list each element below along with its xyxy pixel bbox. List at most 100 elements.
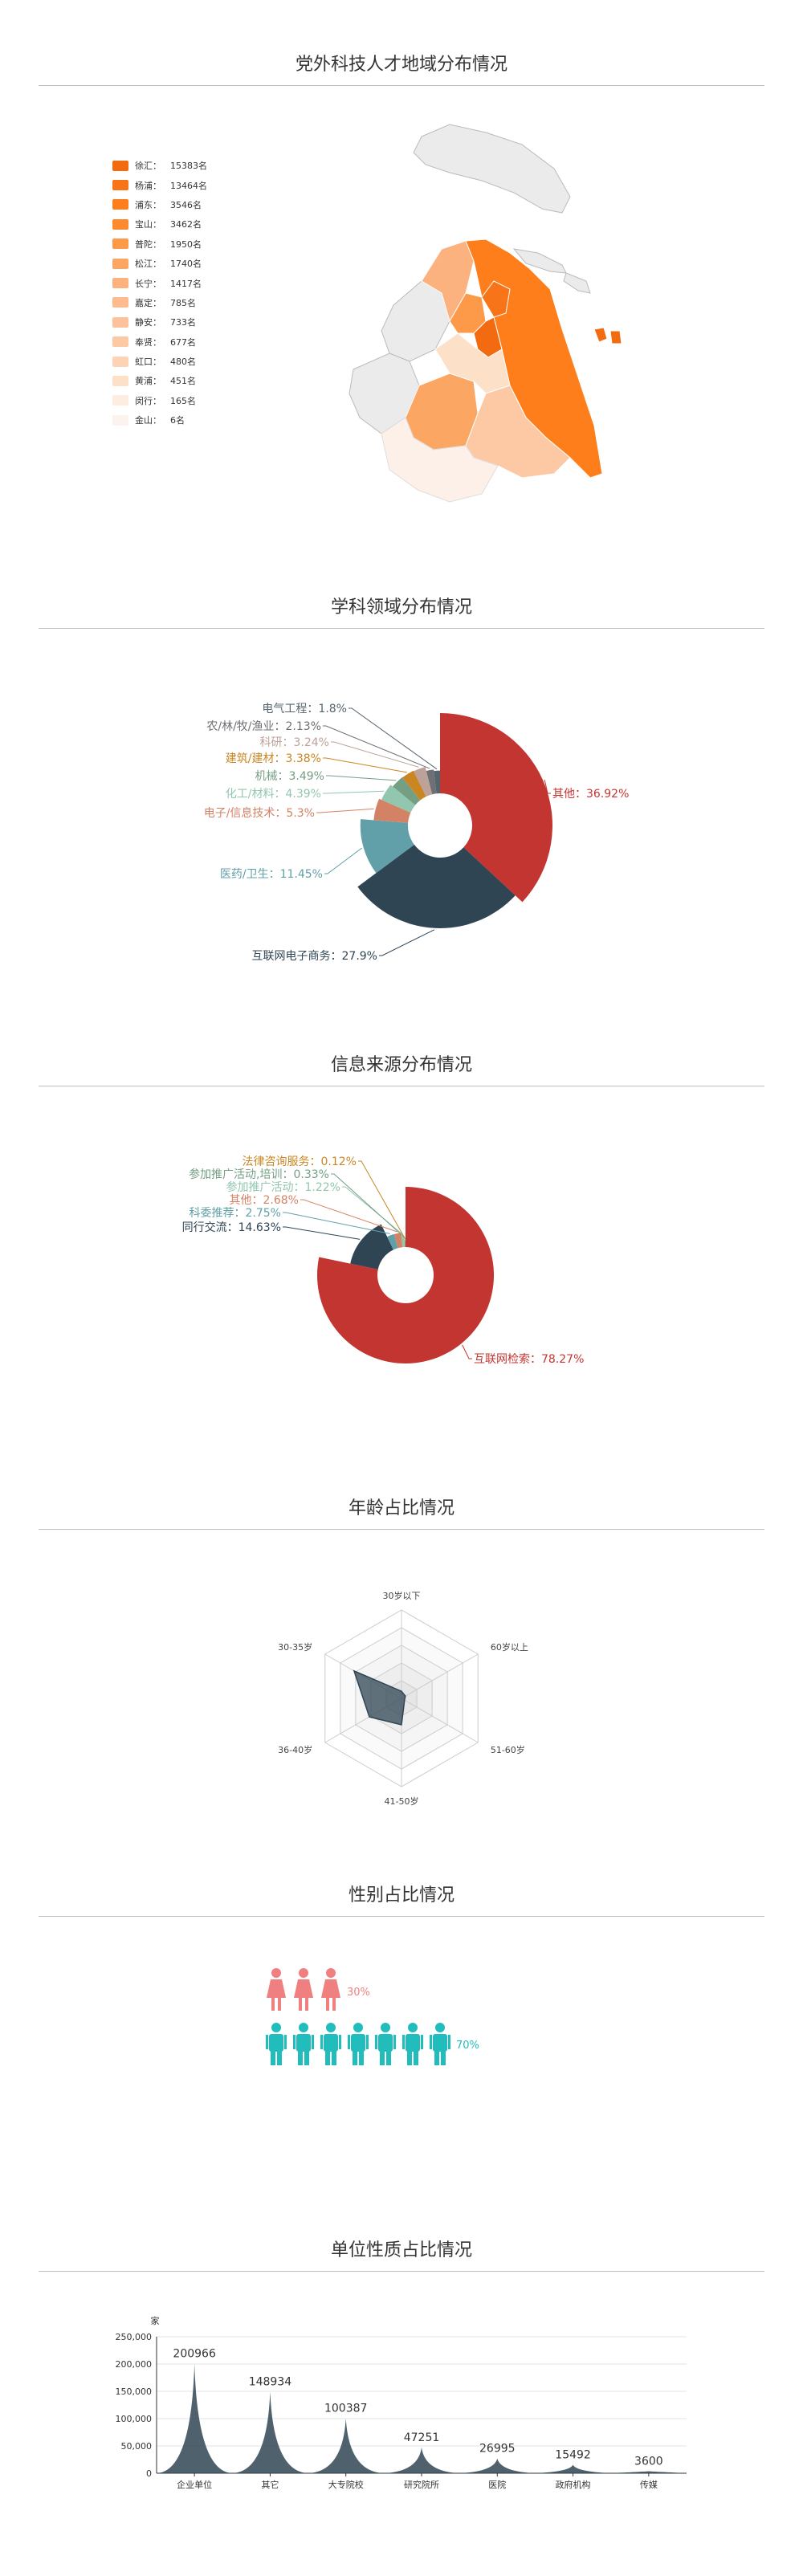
legend-item[interactable]: 静安： 733名 [112,312,207,332]
female-icon-row [265,1967,347,2016]
data-label: 47251 [404,2431,440,2444]
map-region-islet-2 [609,330,622,344]
legend-region-name: 金山： [135,415,161,426]
region-divider [39,85,764,86]
legend-region-value: 13464名 [170,180,207,191]
x-tick-label: 政府机构 [556,2479,591,2490]
female-percent: 30% [347,1987,370,1999]
radar-series-area [353,1669,406,1726]
male-person-icon [320,2023,341,2065]
y-tick-label: 100,000 [116,2414,153,2424]
donut-slice [357,844,516,928]
slice-label: 建筑/建材：3.38% [226,752,321,765]
legend-item[interactable]: 奉贤： 677名 [112,332,207,352]
legend-swatch [112,336,128,348]
source-donut-chart[interactable]: 互联网检索：78.27% 同行交流：14.63%科委推荐：2.75%其他：2.68… [0,1116,803,1389]
donut-slice [393,776,421,805]
map-region-hengsha [563,272,591,294]
radar-axis [401,1698,479,1743]
legend-swatch [112,297,128,308]
legend-region-value: 1740名 [170,259,202,270]
label-leader-line [358,1160,406,1240]
legend-item[interactable]: 长宁： 1417名 [112,273,207,292]
slice-label: 科研：3.24% [260,736,329,749]
legend-item[interactable]: 金山： 6名 [112,410,207,430]
map-region-jinshan [381,417,499,503]
legend-item[interactable]: 闵行： 165名 [112,391,207,410]
discipline-divider [39,628,764,629]
map-region-islet-1 [593,327,608,343]
label-leader-line [300,1199,397,1233]
legend-region-name: 宝山： [135,219,161,230]
slice-label: 互联网检索：78.27% [474,1352,584,1366]
age-divider [39,1529,764,1530]
legend-region-name: 杨浦： [135,180,161,191]
age-radar-chart[interactable]: 30岁以下 60岁以上 51-60岁 41-50岁 36-40岁 30-35岁 [241,1558,562,1831]
map-region-chongming [413,124,571,214]
data-label: 100387 [324,2403,367,2415]
legend-region-value: 165名 [170,395,196,406]
legend-item[interactable]: 虹口： 480名 [112,352,207,371]
legend-region-name: 浦东： [135,199,161,210]
label-leader-line [326,775,397,781]
legend-region-value: 451名 [170,376,196,387]
donut-slice [350,1224,393,1270]
legend-item[interactable]: 松江： 1740名 [112,254,207,273]
pictorial-peak [459,2458,536,2473]
unit-title: 单位性质占比情况 [330,2240,472,2260]
radar-axis [401,1653,479,1699]
x-tick-label: 研究院所 [404,2479,439,2490]
slice-label: 农/林/牧/渔业：2.13% [206,720,321,733]
legend-region-name: 松江： [135,259,161,270]
legend-item[interactable]: 徐汇： 15383名 [112,156,207,175]
donut-slice [404,1239,406,1248]
legend-swatch [112,375,128,386]
legend-region-value: 733名 [170,317,196,328]
legend-region-value: 1417名 [170,278,202,289]
donut-slice [393,1233,403,1249]
legend-swatch [112,199,128,210]
legend-item[interactable]: 黄浦： 451名 [112,371,207,390]
radar-indicator-label: 30岁以下 [383,1590,421,1601]
donut-slice [440,713,553,903]
legend-region-value: 677名 [170,336,196,348]
donut-slice [426,769,437,795]
pictorial-peak [610,2471,687,2473]
donut-slice [414,767,433,797]
map-legend[interactable]: 徐汇： 15383名杨浦： 13464名浦东： 3546名 宝山： 3462名 普陀： 195… [112,156,207,430]
legend-region-name: 黄浦： [135,376,161,387]
donut-slice [316,1187,494,1363]
slice-label: 科委推荐：2.75% [190,1207,281,1220]
legend-region-name: 长宁： [135,278,161,289]
legend-region-value: 15383名 [170,161,207,172]
shanghai-map[interactable] [345,120,650,538]
legend-item[interactable]: 普陀： 1950名 [112,234,207,254]
legend-item[interactable]: 嘉定： 785名 [112,293,207,312]
discipline-donut-chart[interactable]: 其他：36.92% 互联网电子商务：27.9% 医药/卫生：11.45% 电子/信息技… [0,658,803,996]
label-leader-line [316,808,374,813]
legend-item[interactable]: 浦东： 3546名 [112,195,207,214]
gender-title: 性别占比情况 [348,1885,454,1906]
female-person-icon [321,1968,340,2011]
label-leader-line [544,780,551,794]
slice-label: 参加推广活动：1.22% [226,1180,340,1194]
legend-item[interactable]: 宝山： 3462名 [112,214,207,234]
male-icon-row [265,2022,456,2070]
donut-slice [373,798,411,823]
y-tick-label: 0 [146,2468,152,2479]
donut-slice [360,819,414,874]
legend-region-value: 6名 [170,415,185,426]
legend-region-name: 奉贤： [135,336,161,348]
label-leader-line [462,1344,472,1359]
label-leader-line [283,1212,390,1234]
label-leader-line [331,741,419,768]
unit-area-chart[interactable]: 家 250,000 200,000 150,000 100,000 50,000 0 2009… [96,2305,707,2497]
legend-swatch [112,180,128,191]
slice-label: 电子/信息技术：5.3% [204,806,315,820]
female-person-icon [294,1968,313,2011]
label-leader-line [349,707,438,770]
male-person-icon [375,2023,396,2065]
legend-region-name: 嘉定： [135,297,161,308]
slice-label: 电气工程：1.8% [262,703,347,715]
legend-item[interactable]: 杨浦： 13464名 [112,175,207,194]
